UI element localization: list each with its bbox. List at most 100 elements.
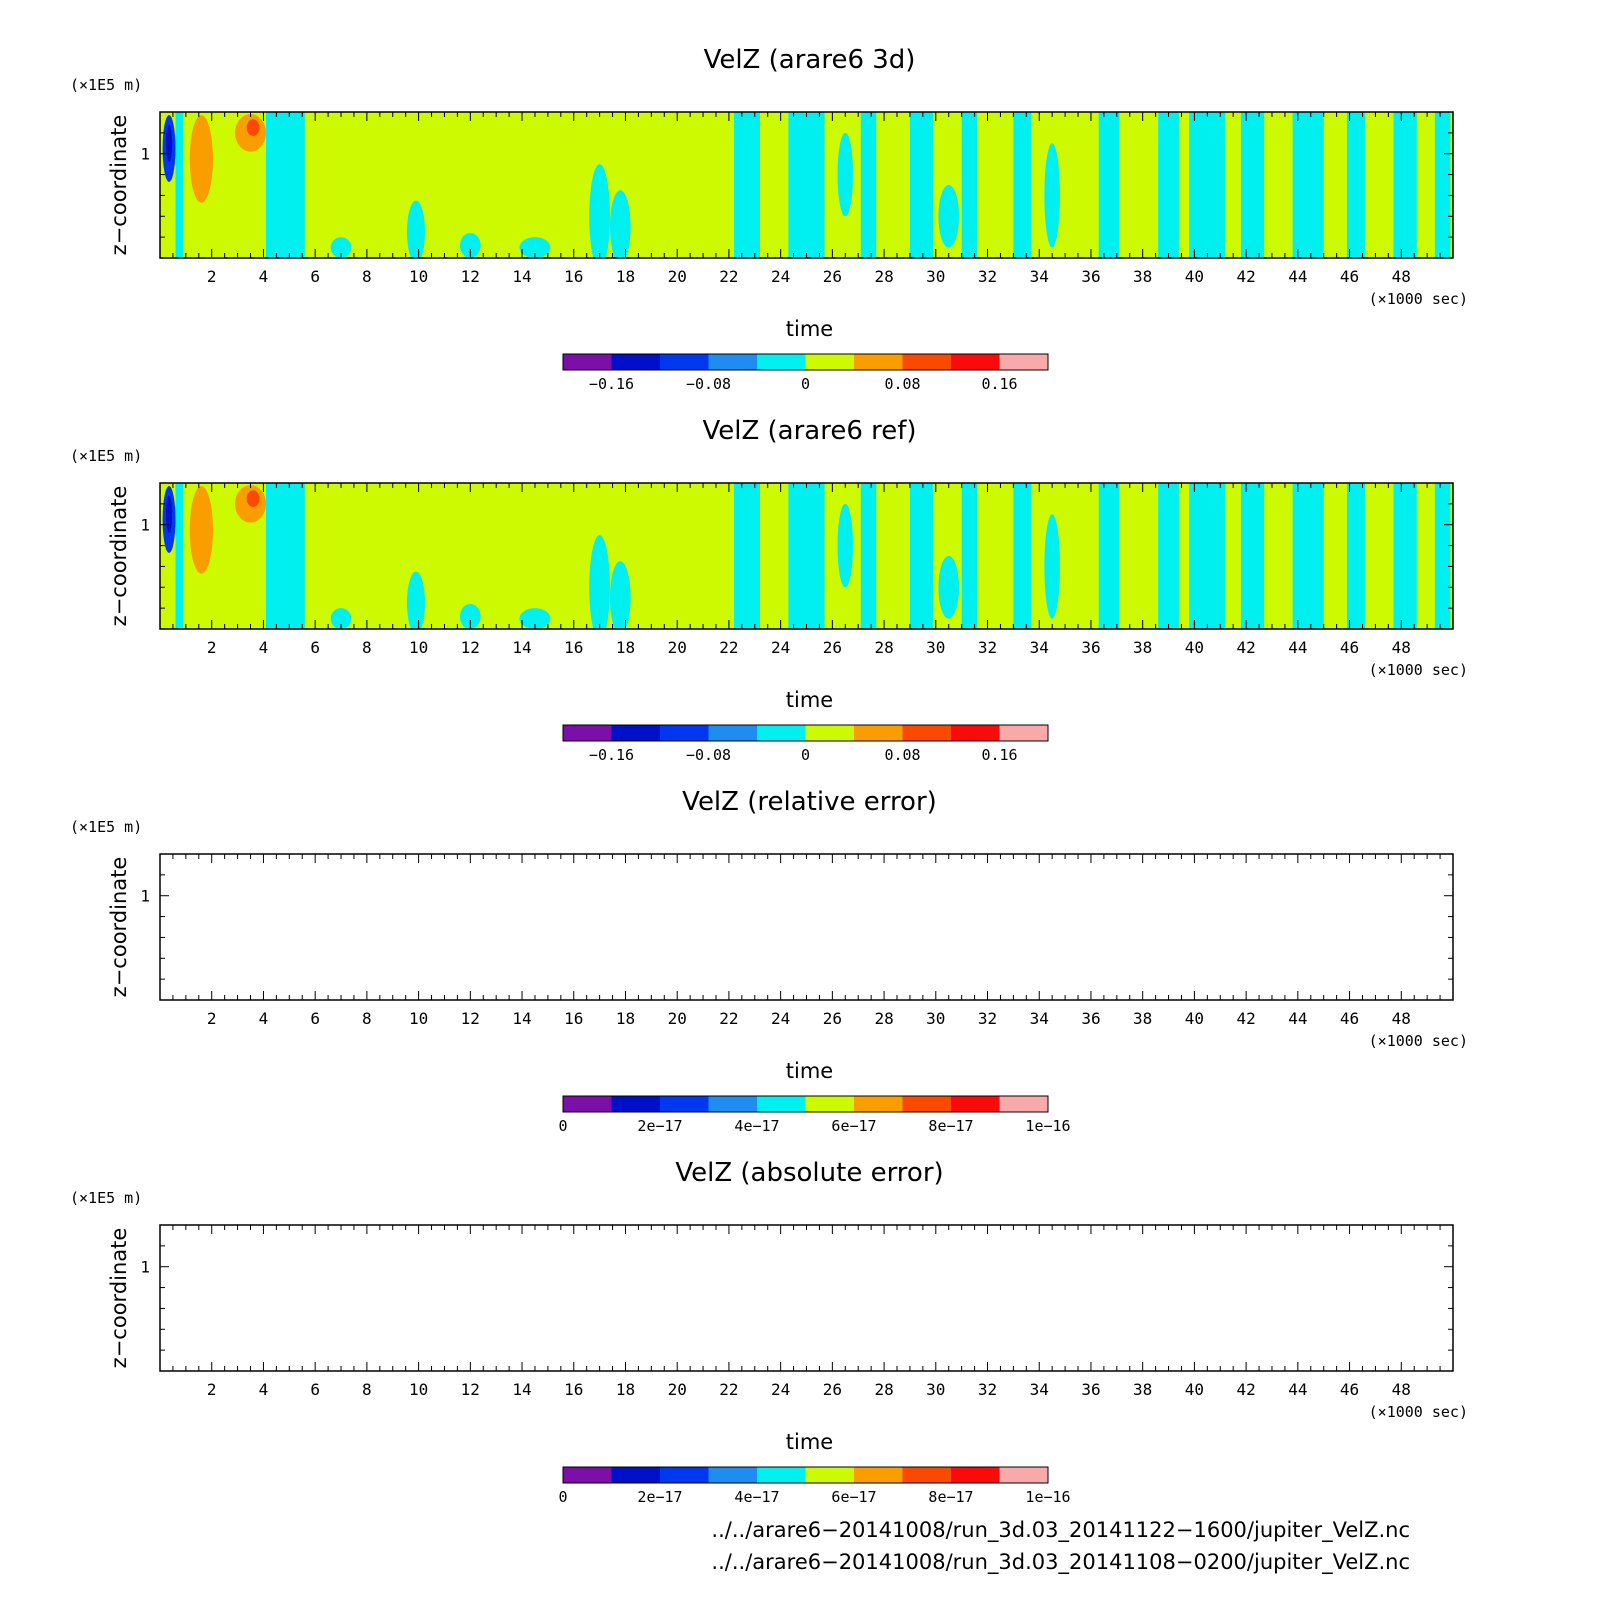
x-tick-label: 24 — [771, 267, 790, 286]
x-tick-label: 18 — [616, 1009, 635, 1028]
chart-title: VelZ (relative error) — [682, 787, 937, 817]
x-tick-label: 30 — [926, 267, 945, 286]
colorbar-segment — [999, 1096, 1048, 1112]
colorbar-segment — [805, 354, 854, 370]
x-tick-label: 28 — [874, 638, 893, 657]
chart-title: VelZ (arare6 ref) — [702, 416, 916, 446]
x-tick-label: 28 — [874, 1380, 893, 1399]
colorbar-segment — [757, 725, 806, 741]
contour-blob — [519, 237, 551, 258]
x-tick-label: 24 — [771, 638, 790, 657]
colorbar-frame — [562, 1466, 1049, 1484]
chart-panel-3: VelZ (relative error) (×1E5 m) z−coordinat… — [70, 787, 1468, 1135]
x-tick-label: 38 — [1133, 638, 1152, 657]
y-axis-unit: (×1E5 m) — [70, 1189, 142, 1207]
x-tick-label: 42 — [1236, 638, 1255, 657]
y-axis-label: z−coordinate — [107, 115, 131, 256]
colorbar-tick-label: 4e−17 — [734, 1117, 779, 1135]
x-axis-unit: (×1000 sec) — [1369, 1403, 1468, 1421]
y-axis-unit: (×1E5 m) — [70, 76, 142, 94]
x-tick-label: 36 — [1081, 1009, 1100, 1028]
x-axis-unit: (×1000 sec) — [1369, 661, 1468, 679]
x-tick-label: 12 — [461, 1009, 480, 1028]
x-tick-label: 12 — [461, 638, 480, 657]
x-tick-label: 46 — [1340, 1380, 1359, 1399]
chart-title: VelZ (absolute error) — [675, 1158, 943, 1188]
colorbar-tick-label: 0.16 — [981, 746, 1017, 764]
cyan-band — [1393, 112, 1417, 258]
contour-blob — [519, 608, 551, 629]
x-tick-label: 14 — [512, 1009, 531, 1028]
colorbar-tick-label: 8e−17 — [928, 1117, 973, 1135]
x-tick-label: 20 — [668, 638, 687, 657]
x-tick-label: 42 — [1236, 1380, 1255, 1399]
colorbar-segment — [757, 1467, 806, 1483]
colorbar-tick-label: −0.08 — [686, 375, 731, 393]
x-tick-label: 28 — [874, 1009, 893, 1028]
colorbar-segment — [563, 1467, 612, 1483]
x-tick-label: 48 — [1392, 1380, 1411, 1399]
x-tick-label: 10 — [409, 638, 428, 657]
x-tick-label: 8 — [362, 1009, 372, 1028]
x-tick-label: 34 — [1030, 1380, 1049, 1399]
colorbar-tick-label: 1e−16 — [1025, 1488, 1070, 1506]
x-tick-label: 20 — [668, 1380, 687, 1399]
colorbar-segment — [854, 1467, 903, 1483]
x-tick-label: 36 — [1081, 1380, 1100, 1399]
colorbar-segment — [854, 725, 903, 741]
colorbar-tick-label: 4e−17 — [734, 1488, 779, 1506]
cyan-band — [1013, 483, 1032, 629]
colorbar-segment — [902, 354, 951, 370]
x-tick-label: 6 — [310, 638, 320, 657]
x-tick-label: 2 — [207, 267, 217, 286]
y-tick-label: 1 — [140, 887, 150, 906]
footer-file-path-1: ../../arare6−20141008/run_3d.03_20141122… — [711, 1518, 1410, 1542]
x-tick-label: 44 — [1288, 267, 1307, 286]
colorbar-segment — [805, 1467, 854, 1483]
colorbar-segment — [999, 1467, 1048, 1483]
contour-blob — [246, 119, 260, 136]
x-axis-unit: (×1000 sec) — [1369, 290, 1468, 308]
x-tick-label: 30 — [926, 1380, 945, 1399]
x-tick-label: 34 — [1030, 267, 1049, 286]
contour-blob — [246, 490, 260, 507]
cyan-band — [961, 483, 978, 629]
colorbar-segment — [708, 725, 757, 741]
x-tick-label: 10 — [409, 1009, 428, 1028]
cyan-band — [1346, 483, 1366, 629]
colorbar-tick-label: 6e−17 — [831, 1117, 876, 1135]
x-tick-label: 34 — [1030, 638, 1049, 657]
colorbar-segment — [660, 354, 709, 370]
x-axis-unit: (×1000 sec) — [1369, 1032, 1468, 1050]
x-tick-label: 8 — [362, 1380, 372, 1399]
x-tick-label: 4 — [259, 1380, 269, 1399]
contour-blob — [165, 495, 173, 534]
colorbar-segment — [563, 354, 612, 370]
colorbar: −0.16 −0.08 0 0.08 0.16 — [562, 724, 1049, 764]
x-tick-label: 22 — [719, 1380, 738, 1399]
colorbar-segment — [951, 1096, 1000, 1112]
colorbar-segment — [805, 1096, 854, 1112]
cyan-band — [1393, 483, 1417, 629]
x-tick-label: 32 — [978, 638, 997, 657]
colorbar-segment — [611, 1096, 660, 1112]
y-axis-unit: (×1E5 m) — [70, 447, 142, 465]
colorbar-tick-label: 0 — [558, 1117, 567, 1135]
x-tick-label: 42 — [1236, 267, 1255, 286]
contour-blob — [609, 190, 631, 258]
x-tick-label: 22 — [719, 267, 738, 286]
colorbar-tick-label: 8e−17 — [928, 1488, 973, 1506]
y-tick-label: 1 — [140, 145, 150, 164]
x-tick-label: 38 — [1133, 267, 1152, 286]
colorbar-segment — [708, 1096, 757, 1112]
colorbar-segment — [757, 354, 806, 370]
colorbar-tick-label: −0.16 — [589, 375, 634, 393]
colorbar-tick-label: 0 — [801, 746, 810, 764]
x-tick-label: 6 — [310, 267, 320, 286]
y-tick-label: 1 — [140, 516, 150, 535]
x-tick-label: 30 — [926, 638, 945, 657]
colorbar-segment — [660, 725, 709, 741]
x-tick-label: 38 — [1133, 1009, 1152, 1028]
colorbar-tick-label: 6e−17 — [831, 1488, 876, 1506]
x-tick-label: 40 — [1185, 267, 1204, 286]
